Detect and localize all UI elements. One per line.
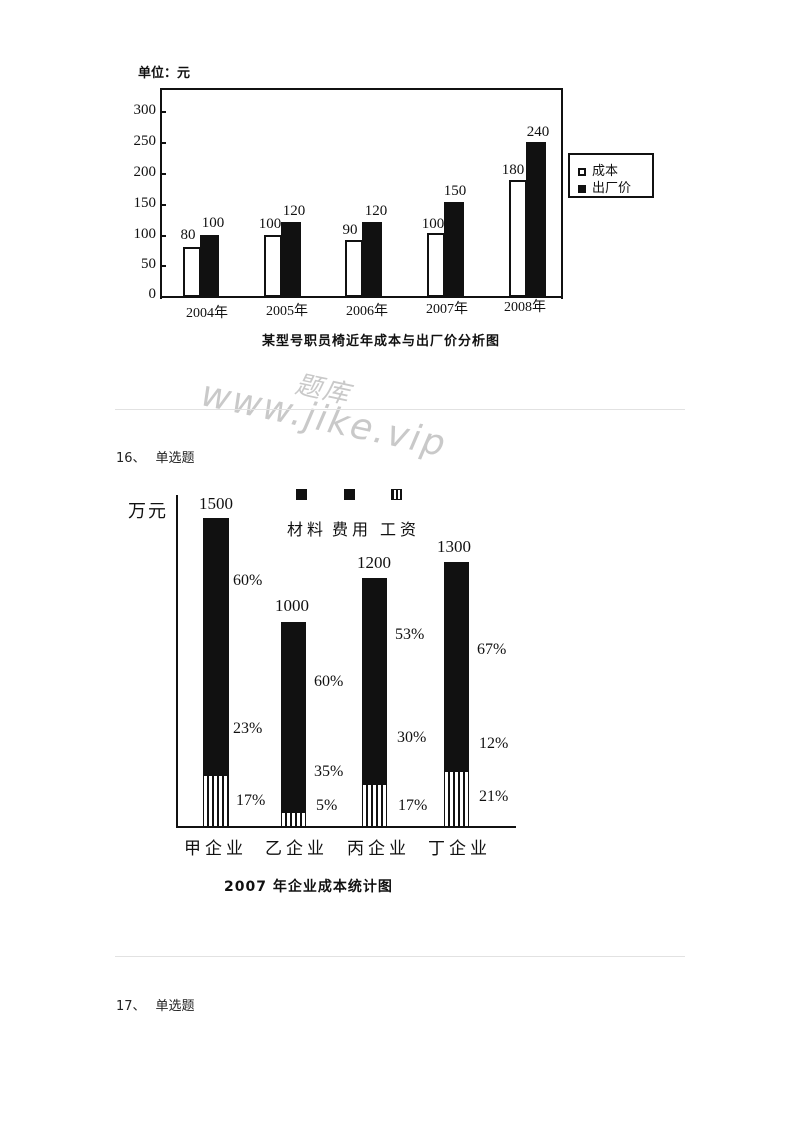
bar-price-2006 [362,222,382,297]
x-label: 2004年 [186,306,228,321]
value-label: 100 [201,215,225,231]
legend-label-expenses: 费用 [332,522,373,539]
question-number: 16、 [116,451,146,466]
legend-swatch-materials [296,489,307,500]
pct-materials: 53% [395,626,425,643]
chart2-x-axis [176,826,516,828]
total-label: 1000 [275,596,309,615]
watermark: 题库 www.jike.vip [197,369,451,466]
legend-item-price: 出厂价 [578,177,631,196]
pct-expenses: 30% [397,729,427,746]
legend-item-cost: 成本 [578,160,618,179]
bar-cost-2008 [509,180,527,297]
segment-materials-expenses [362,578,387,785]
chart1-x-axis [160,296,561,298]
value-label: 180 [501,162,525,178]
y-tick: 300 [133,102,157,118]
pct-expenses: 12% [479,735,509,752]
bar-price-2007 [444,202,464,297]
legend-label-materials: 材料 [287,522,328,539]
total-label: 1200 [357,553,391,572]
segment-materials-expenses [281,622,306,813]
value-label: 120 [282,203,306,219]
chart2-unit-label: 万元 [128,501,168,521]
pct-expenses: 23% [233,720,263,737]
y-tick-mark [160,235,166,237]
stacked-bar-yi [281,622,306,826]
value-label: 100 [421,216,445,232]
value-label: 150 [443,183,467,199]
legend-swatch-expenses [344,489,355,500]
bar-cost-2007 [427,233,445,297]
value-label: 240 [526,124,550,140]
x-label: 2006年 [346,304,388,319]
segment-materials-expenses [203,518,229,776]
x-label: 2008年 [504,300,546,315]
question-number: 17、 [116,999,146,1014]
bar-cost-2004 [183,247,201,297]
section-divider [115,956,685,957]
question-type: 单选题 [155,999,195,1014]
pct-wages: 17% [398,797,428,814]
question-type: 单选题 [155,451,195,466]
y-tick: 250 [133,133,157,149]
pct-materials: 67% [477,641,507,658]
bar-price-2005 [281,222,301,297]
chart2-y-axis [176,495,178,828]
y-tick-mark [160,142,166,144]
segment-wages [281,813,306,826]
y-tick-mark [160,204,166,206]
segment-wages [203,776,229,826]
chart1-legend: 成本 出厂价 [568,153,654,198]
question-17-label: 17、 单选题 [116,995,195,1014]
chart1-unit-label: 单位：元 [138,66,191,81]
y-tick: 150 [133,195,157,211]
segment-wages [362,785,387,826]
x-label: 2007年 [426,302,468,317]
value-label: 80 [180,227,196,243]
value-label: 100 [258,216,282,232]
bar-price-2004 [200,235,219,297]
total-label: 1300 [437,537,471,556]
filled-square-icon [578,184,586,193]
x-label: 丁企业 [428,839,491,858]
y-tick-mark [160,265,166,267]
legend-swatch-wages [391,489,402,500]
bar-cost-2005 [264,235,282,297]
segment-materials-expenses [444,562,469,772]
pct-materials: 60% [314,673,344,690]
bar-cost-2006 [345,240,363,297]
y-tick: 100 [133,226,157,242]
y-tick: 200 [133,164,157,180]
chart2-title: 2007 年企业成本统计图 [224,879,393,895]
section-divider [115,409,685,410]
y-tick-mark [160,111,166,113]
y-tick: 50 [141,256,156,272]
chart1-frame [160,88,563,299]
y-tick-mark [160,173,166,175]
pct-wages: 5% [316,797,338,814]
x-label: 甲企业 [184,839,247,858]
open-square-icon [578,167,586,176]
pct-wages: 17% [236,792,266,809]
value-label: 90 [342,222,358,238]
pct-expenses: 35% [314,763,344,780]
pct-materials: 60% [233,572,263,589]
x-label: 2005年 [266,304,308,319]
segment-wages [444,772,469,826]
stacked-bar-bing [362,578,387,826]
chart1-title: 某型号职员椅近年成本与出厂价分析图 [262,334,501,349]
value-label: 120 [364,203,388,219]
question-16-label: 16、 单选题 [116,447,195,466]
stacked-bar-jia [203,518,229,826]
total-label: 1500 [199,494,233,513]
legend-label-wages: 工资 [380,522,421,539]
stacked-bar-ding [444,562,469,826]
bar-price-2008 [526,142,546,297]
y-tick: 0 [148,286,157,302]
pct-wages: 21% [479,788,509,805]
x-label: 乙企业 [265,839,328,858]
x-label: 丙企业 [347,839,410,858]
